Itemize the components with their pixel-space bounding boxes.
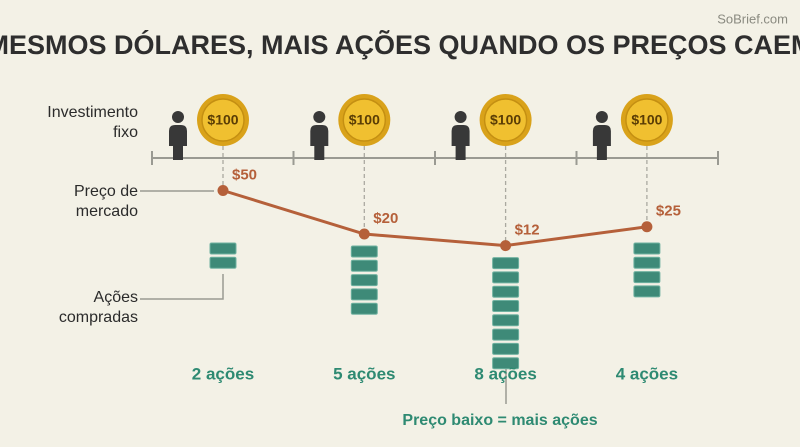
price-label: $50 <box>232 166 257 183</box>
share-block <box>492 342 520 355</box>
price-point <box>500 240 512 252</box>
price-point <box>217 185 229 196</box>
coin-inner <box>342 98 387 142</box>
share-block <box>350 302 378 315</box>
title: MESMOS DÓLARES, MAIS AÇÕES QUANDO OS PRE… <box>0 29 800 60</box>
coin-label: $100 <box>631 112 662 128</box>
coin-label: $100 <box>490 112 521 128</box>
share-block <box>633 256 661 269</box>
price-line <box>222 189 648 248</box>
person-head <box>454 111 467 123</box>
row-label: Preço de mercado <box>73 183 138 220</box>
person-head <box>313 111 326 123</box>
price-label: $12 <box>515 222 540 239</box>
share-block <box>492 328 520 341</box>
price-label: $20 <box>373 210 398 227</box>
coin-inner <box>483 98 528 142</box>
connector <box>140 274 224 300</box>
note: Preço baixo = mais ações <box>402 412 597 429</box>
share-block <box>633 271 661 284</box>
share-block <box>492 300 520 312</box>
coin-label: $100 <box>349 112 380 128</box>
price-point <box>641 221 653 233</box>
coin-inner <box>625 98 669 142</box>
price-label: $25 <box>656 203 681 220</box>
shares-label: 2 ações <box>192 364 254 383</box>
shares-label: 8 ações <box>474 364 536 383</box>
share-block <box>633 285 661 298</box>
shares-label: 5 ações <box>333 364 395 383</box>
person-body <box>592 125 611 160</box>
coin-label: $100 <box>207 112 238 128</box>
share-block <box>492 314 520 327</box>
person-body <box>310 125 329 160</box>
row-label: Investimento fixo <box>47 104 138 141</box>
person-head <box>595 111 608 123</box>
share-block <box>350 245 378 258</box>
share-block <box>492 257 520 270</box>
share-block <box>350 288 378 301</box>
person-body <box>169 125 187 160</box>
share-block <box>492 285 520 298</box>
row-label: Ações compradas <box>58 289 138 326</box>
share-block <box>633 242 661 255</box>
share-block <box>209 256 237 269</box>
price-point <box>358 228 370 240</box>
person-head <box>172 111 184 123</box>
share-block <box>350 274 378 287</box>
shares-label: 4 ações <box>616 364 678 383</box>
person-body <box>451 125 470 160</box>
share-block <box>492 271 520 284</box>
share-block <box>350 259 378 272</box>
share-block <box>209 242 237 255</box>
brand: SoBrief.com <box>717 11 788 26</box>
coin-inner <box>201 98 245 142</box>
share-block <box>492 357 520 370</box>
